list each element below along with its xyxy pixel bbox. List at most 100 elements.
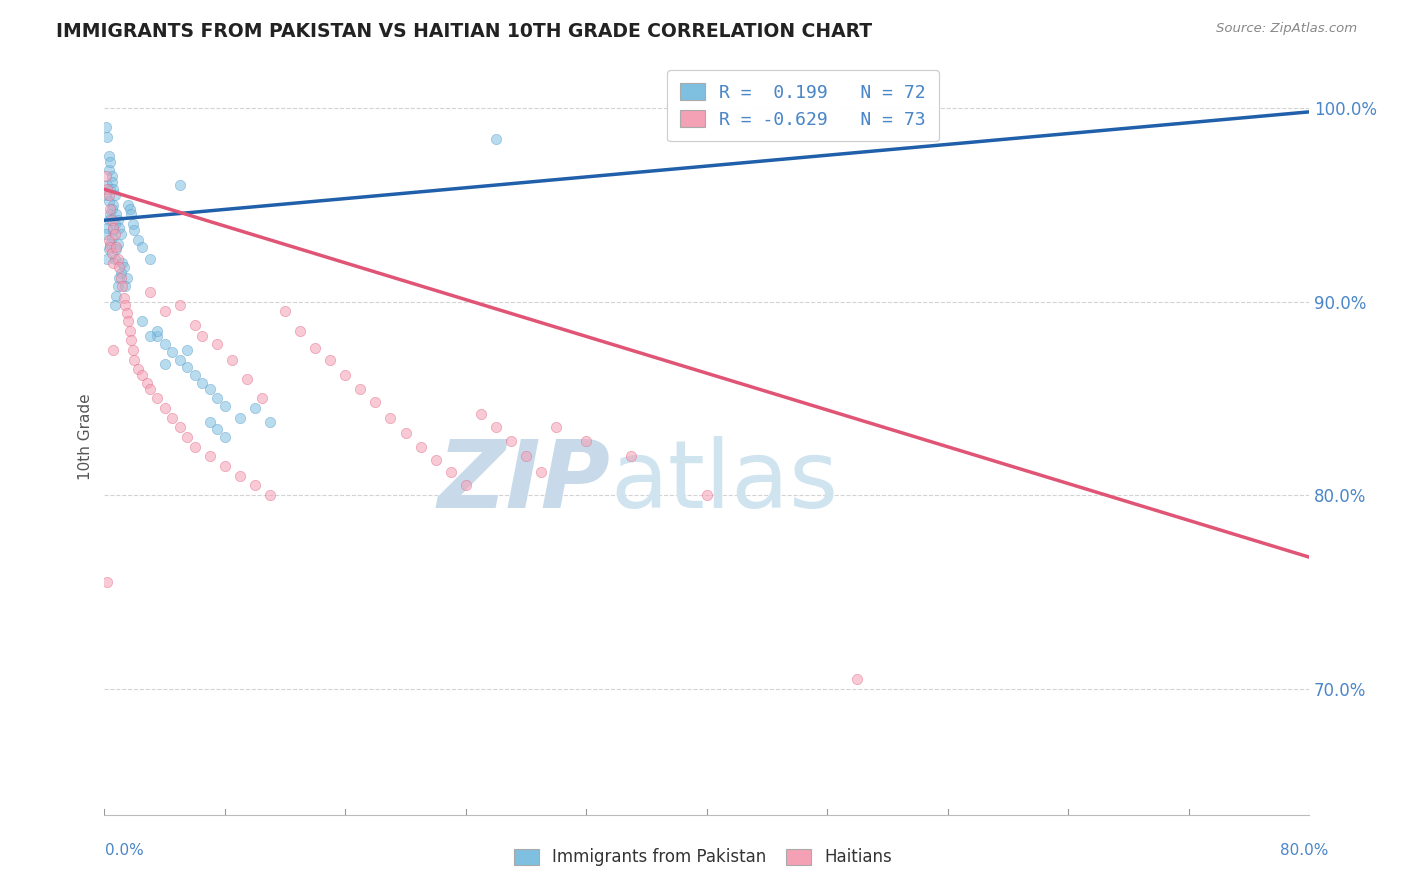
Point — [108, 260, 131, 274]
Point — [394, 426, 416, 441]
Point — [259, 415, 281, 429]
Point — [207, 392, 229, 406]
Point — [198, 415, 221, 429]
Point — [470, 407, 492, 421]
Point — [101, 202, 124, 216]
Point — [207, 337, 229, 351]
Point — [104, 298, 127, 312]
Point — [198, 450, 221, 464]
Point — [97, 242, 120, 256]
Point — [108, 221, 131, 235]
Y-axis label: 10th Grade: 10th Grade — [79, 393, 93, 481]
Text: Source: ZipAtlas.com: Source: ZipAtlas.com — [1216, 22, 1357, 36]
Point — [485, 420, 508, 434]
Text: 0.0%: 0.0% — [105, 843, 145, 858]
Point — [96, 182, 118, 196]
Point — [184, 440, 207, 454]
Point — [105, 242, 128, 256]
Point — [135, 376, 157, 390]
Point — [409, 440, 432, 454]
Point — [207, 422, 229, 436]
Point — [112, 260, 135, 274]
Point — [546, 420, 568, 434]
Point — [94, 188, 117, 202]
Point — [97, 163, 120, 178]
Point — [108, 271, 131, 285]
Point — [103, 198, 125, 212]
Point — [94, 120, 117, 135]
Point — [101, 246, 124, 260]
Point — [288, 324, 311, 338]
Point — [97, 213, 120, 227]
Point — [191, 376, 214, 390]
Point — [515, 450, 537, 464]
Point — [94, 227, 117, 241]
Point — [96, 575, 118, 590]
Point — [380, 410, 402, 425]
Point — [118, 324, 141, 338]
Point — [114, 279, 136, 293]
Point — [96, 130, 118, 145]
Point — [236, 372, 259, 386]
Point — [184, 318, 207, 332]
Point — [110, 266, 132, 280]
Point — [259, 488, 281, 502]
Point — [221, 352, 243, 367]
Point — [103, 221, 125, 235]
Point — [138, 285, 160, 299]
Point — [96, 221, 118, 235]
Point — [169, 178, 191, 193]
Point — [349, 382, 371, 396]
Point — [122, 217, 145, 231]
Point — [169, 352, 191, 367]
Point — [252, 392, 274, 406]
Point — [530, 465, 553, 479]
Point — [115, 271, 138, 285]
Point — [243, 478, 266, 492]
Text: IMMIGRANTS FROM PAKISTAN VS HAITIAN 10TH GRADE CORRELATION CHART: IMMIGRANTS FROM PAKISTAN VS HAITIAN 10TH… — [56, 22, 872, 41]
Point — [124, 352, 146, 367]
Point — [243, 401, 266, 415]
Point — [101, 213, 124, 227]
Text: atlas: atlas — [610, 436, 838, 528]
Point — [214, 459, 236, 474]
Point — [146, 329, 169, 343]
Point — [100, 207, 122, 221]
Point — [214, 430, 236, 444]
Point — [105, 289, 128, 303]
Point — [105, 207, 128, 221]
Point — [176, 360, 198, 375]
Point — [364, 395, 387, 409]
Point — [110, 227, 132, 241]
Point — [229, 468, 252, 483]
Point — [97, 194, 120, 208]
Point — [146, 324, 169, 338]
Point — [100, 182, 122, 196]
Point — [104, 217, 127, 231]
Point — [138, 382, 160, 396]
Point — [319, 352, 342, 367]
Point — [105, 240, 128, 254]
Point — [104, 188, 127, 202]
Point — [107, 213, 129, 227]
Point — [124, 223, 146, 237]
Point — [100, 202, 122, 216]
Legend: Immigrants from Pakistan, Haitians: Immigrants from Pakistan, Haitians — [505, 840, 901, 875]
Point — [274, 304, 297, 318]
Point — [846, 672, 869, 686]
Point — [104, 252, 127, 266]
Point — [101, 175, 124, 189]
Point — [96, 252, 118, 266]
Point — [100, 240, 122, 254]
Point — [169, 420, 191, 434]
Point — [100, 155, 122, 169]
Point — [111, 256, 134, 270]
Point — [103, 223, 125, 237]
Point — [107, 252, 129, 266]
Point — [110, 271, 132, 285]
Point — [499, 434, 522, 448]
Point — [117, 198, 139, 212]
Point — [229, 410, 252, 425]
Point — [107, 236, 129, 251]
Point — [335, 368, 357, 383]
